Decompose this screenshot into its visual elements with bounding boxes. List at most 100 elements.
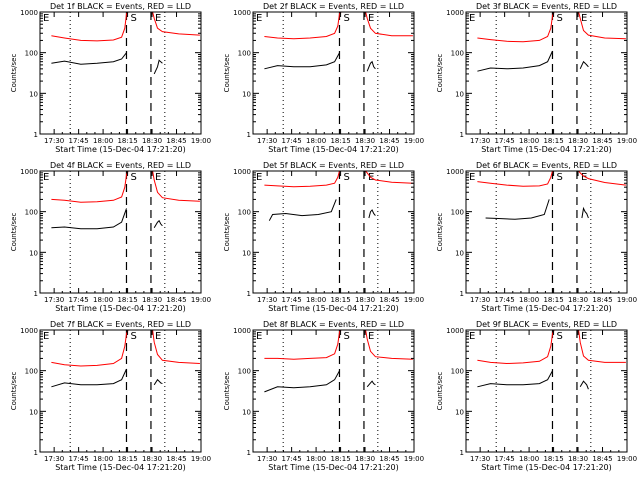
- x-tick-label: 17:30: [44, 296, 64, 304]
- plot-frame: [39, 329, 202, 453]
- y-tick-label: 1000: [233, 327, 251, 335]
- y-tick-label: 1000: [446, 9, 464, 17]
- y-tick-label: 10: [455, 249, 464, 257]
- series-lld-segment-2: [365, 170, 413, 184]
- x-tick-label: 18:30: [568, 137, 588, 145]
- x-tick-label: 17:45: [69, 296, 89, 304]
- y-axis-label: Counts/sec: [10, 372, 18, 411]
- y-axis-label: Counts/sec: [10, 213, 18, 252]
- series-lld-segment-2: [152, 11, 200, 36]
- plot-frame: [39, 170, 202, 294]
- marker-label-s-2: S: [130, 331, 136, 342]
- y-tick-label: 100: [451, 209, 464, 217]
- y-tick-label: 1000: [233, 168, 251, 176]
- plot-frame: [465, 11, 628, 135]
- marker-label-s-2: S: [556, 172, 562, 183]
- y-tick-label: 10: [242, 408, 251, 416]
- x-tick-label: 19:00: [191, 296, 211, 304]
- y-tick-label: 100: [451, 50, 464, 58]
- x-tick-label: 18:45: [166, 296, 186, 304]
- plot-frame: [465, 170, 628, 294]
- y-tick-label: 1: [460, 131, 464, 139]
- series-lld-segment-2: [578, 329, 626, 363]
- x-tick-label: 18:45: [379, 455, 399, 463]
- marker-label-e-3: E: [581, 13, 587, 24]
- x-tick-label: 19:00: [191, 137, 211, 145]
- series-lld-segment-1: [477, 329, 555, 365]
- y-tick-label: 1: [460, 290, 464, 298]
- x-tick-label: 17:45: [495, 137, 515, 145]
- x-tick-label: 17:30: [44, 455, 64, 463]
- x-tick-label: 18:00: [519, 137, 539, 145]
- y-tick-label: 1000: [446, 327, 464, 335]
- marker-label-e-1: E: [469, 13, 475, 24]
- x-tick-label: 17:30: [44, 137, 64, 145]
- y-tick-label: 1000: [233, 9, 251, 17]
- x-tick-label: 18:45: [379, 137, 399, 145]
- x-tick-label: 17:30: [257, 137, 277, 145]
- series-events-segment-1: [51, 208, 127, 230]
- series-events-segment-2: [581, 206, 589, 219]
- marker-label-e-3: E: [581, 172, 587, 183]
- y-tick-label: 1: [34, 131, 38, 139]
- series-lld-segment-1: [264, 329, 342, 360]
- series-events-segment-2: [153, 219, 163, 229]
- y-tick-label: 10: [455, 408, 464, 416]
- y-tick-label: 100: [25, 209, 38, 217]
- marker-label-e-3: E: [368, 331, 374, 342]
- x-tick-label: 17:45: [495, 455, 515, 463]
- x-axis-label: Start Time (15-Dec-04 17:21:20): [55, 463, 186, 472]
- x-tick-label: 18:30: [355, 137, 375, 145]
- series-lld-segment-2: [365, 11, 413, 37]
- series-events-segment-2: [366, 60, 376, 72]
- y-tick-label: 1: [34, 449, 38, 457]
- x-tick-label: 18:45: [592, 455, 612, 463]
- x-axis-label: Start Time (15-Dec-04 17:21:20): [481, 145, 612, 154]
- x-tick-label: 18:45: [379, 296, 399, 304]
- y-tick-label: 10: [29, 408, 38, 416]
- x-axis-label: Start Time (15-Dec-04 17:21:20): [481, 304, 612, 313]
- y-tick-label: 100: [451, 368, 464, 376]
- series-lld-segment-2: [365, 329, 413, 360]
- marker-label-s-2: S: [130, 13, 136, 24]
- y-tick-label: 10: [242, 249, 251, 257]
- x-tick-label: 17:30: [470, 455, 490, 463]
- marker-label-e-1: E: [256, 331, 262, 342]
- x-tick-label: 18:30: [142, 455, 162, 463]
- x-tick-label: 17:30: [470, 137, 490, 145]
- chart-title: Det 8f BLACK = Events, RED = LLD: [263, 320, 404, 329]
- x-tick-label: 18:30: [142, 296, 162, 304]
- series-lld-segment-1: [477, 170, 555, 187]
- plot-frame: [252, 329, 415, 453]
- series-lld-segment-2: [578, 170, 626, 186]
- marker-label-e-3: E: [368, 13, 374, 24]
- y-axis-label: Counts/sec: [436, 213, 444, 252]
- plot-frame: [465, 329, 628, 453]
- y-tick-label: 100: [25, 368, 38, 376]
- marker-label-e-1: E: [43, 331, 49, 342]
- marker-label-e-1: E: [43, 13, 49, 24]
- series-events-segment-1: [264, 52, 340, 70]
- x-tick-label: 18:15: [543, 137, 563, 145]
- series-events-segment-2: [579, 380, 589, 390]
- y-tick-label: 10: [455, 90, 464, 98]
- x-tick-label: 18:30: [568, 455, 588, 463]
- x-tick-label: 18:45: [592, 137, 612, 145]
- x-tick-label: 18:00: [93, 455, 113, 463]
- x-axis-label: Start Time (15-Dec-04 17:21:20): [55, 304, 186, 313]
- chart-title: Det 9f BLACK = Events, RED = LLD: [476, 320, 617, 329]
- series-events-segment-1: [477, 50, 553, 72]
- chart-title: Det 6f BLACK = Events, RED = LLD: [476, 161, 617, 170]
- series-lld-segment-2: [578, 11, 626, 40]
- y-tick-label: 100: [238, 368, 251, 376]
- marker-label-e-3: E: [155, 13, 161, 24]
- x-tick-label: 17:45: [69, 455, 89, 463]
- x-tick-label: 18:00: [93, 137, 113, 145]
- marker-label-e-3: E: [155, 331, 161, 342]
